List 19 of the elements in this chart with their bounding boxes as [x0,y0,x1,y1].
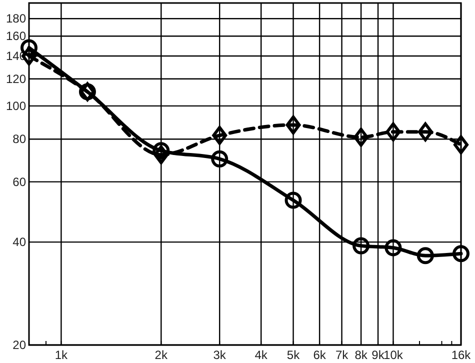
x-tick-label: 8k [354,348,368,362]
x-tick-label: 6k [313,348,327,362]
x-tick-label: 9k [372,348,386,362]
y-tick-label: 180 [6,12,26,26]
y-tick-label: 60 [12,174,26,189]
x-tick-label: 7k [335,348,350,362]
x-tick-label: 4k [254,348,268,362]
x-tick-label: 5k [286,348,301,362]
x-tick-label: 16k [451,348,472,362]
x-tick-label: 2k [154,348,168,362]
y-tick-label: 100 [6,98,26,113]
y-tick-label: 160 [6,29,26,44]
x-tick-label: 1k [54,348,69,362]
x-tick-label: 3k [213,348,227,362]
x-tick-label: 10k [384,348,404,362]
y-tick-label: 80 [12,132,26,146]
y-tick-label: 20 [12,338,26,352]
y-tick-label: 40 [12,235,26,250]
y-tick-label: 120 [6,72,26,86]
